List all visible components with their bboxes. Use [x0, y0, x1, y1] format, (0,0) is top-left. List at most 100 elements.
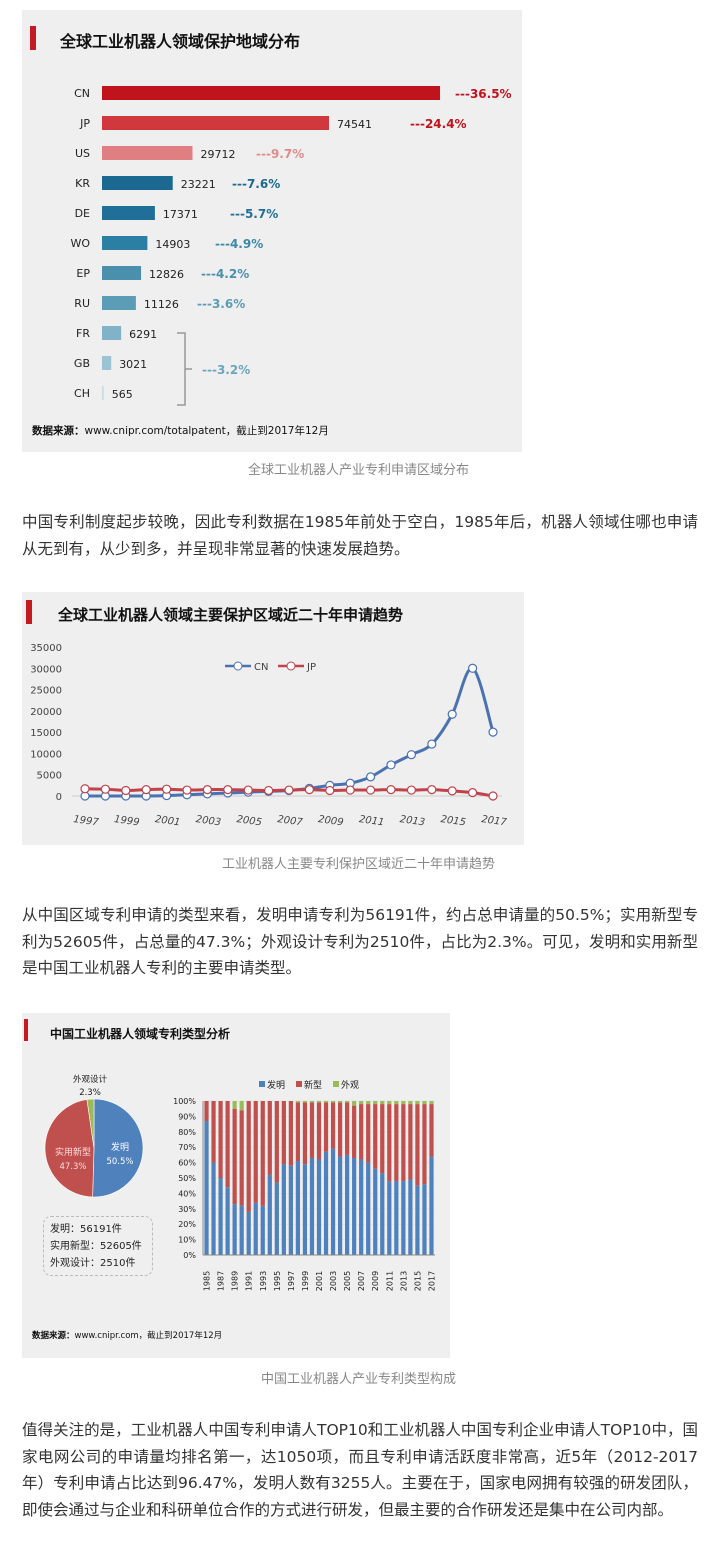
data-point-jp — [468, 787, 478, 798]
bar-segment-2017 — [429, 1104, 434, 1157]
y-tick-label: 5000 — [37, 771, 62, 782]
bar-segment-1990 — [239, 1110, 244, 1206]
bar-segment-1989 — [232, 1204, 237, 1255]
bar-segment-2001 — [316, 1101, 322, 1103]
y-tick-label: 0 — [56, 792, 62, 803]
bar-segment-2007 — [359, 1101, 364, 1105]
data-point-jp — [284, 785, 294, 795]
x-tick-label: 2005 — [343, 1271, 352, 1291]
x-tick-label: 1987 — [217, 1271, 226, 1291]
category-label: GB — [74, 357, 90, 370]
bar-segment-2005 — [345, 1154, 350, 1255]
bar-segment-2017 — [429, 1156, 434, 1255]
bar-segment-2014 — [408, 1179, 413, 1255]
y-tick-label: 30% — [178, 1205, 196, 1214]
y-tick-label: 10% — [178, 1236, 196, 1245]
bar-segment-2003 — [330, 1101, 336, 1103]
title-accent-bar — [26, 600, 32, 624]
bar-segment-1998 — [295, 1161, 301, 1255]
bar-segment-2007 — [359, 1159, 364, 1255]
x-tick-label: 2013 — [399, 814, 426, 828]
x-tick-label: 2015 — [413, 1271, 422, 1291]
legend-label: JP — [306, 662, 316, 673]
bar-segment-1990 — [239, 1205, 244, 1255]
bar-segment-2003 — [330, 1148, 336, 1255]
bar-segment-1998 — [295, 1101, 301, 1103]
bar-segment-2009 — [373, 1104, 378, 1169]
value-label: 17371 — [163, 208, 198, 221]
bar-us — [102, 146, 193, 160]
data-point-jp — [121, 785, 131, 796]
legend-swatch — [296, 1081, 302, 1087]
value-label: 3021 — [119, 358, 147, 371]
y-tick-label: 0% — [183, 1251, 196, 1260]
data-point-jp — [243, 785, 253, 795]
data-point-cn — [447, 709, 457, 719]
category-label: CN — [74, 87, 90, 100]
paragraph-2: 从中国区域专利申请的类型来看，发明申请专利为56191件，约占总申请量的50.5… — [22, 906, 698, 977]
x-tick-label: 2017 — [427, 1271, 436, 1291]
bar-segment-1991 — [246, 1211, 251, 1255]
pie-slice — [86, 1098, 95, 1149]
category-label: WO — [70, 237, 90, 250]
info-box: 发明：56191件 实用新型：52605件 外观设计：2510件 — [43, 1216, 153, 1276]
legend-label: CN — [254, 662, 268, 673]
category-label: RU — [74, 297, 90, 310]
x-tick-label: 2009 — [317, 814, 344, 828]
bar-segment-1989 — [232, 1101, 237, 1109]
x-tick-label: 2001 — [315, 1271, 324, 1291]
bar-segment-1987 — [218, 1178, 223, 1255]
group-percent-label: ---3.2% — [202, 363, 250, 377]
bar-segment-1991 — [246, 1101, 251, 1212]
category-label: CH — [74, 387, 90, 400]
y-tick-label: 70% — [178, 1143, 196, 1152]
bar-segment-2006 — [352, 1105, 357, 1158]
value-label: 11126 — [144, 298, 179, 311]
bar-ep — [102, 266, 142, 280]
bar-segment-2016 — [422, 1101, 427, 1105]
data-point-jp — [325, 785, 335, 796]
source-label: 数据来源： — [32, 1331, 75, 1341]
x-tick-label: 1991 — [245, 1271, 254, 1291]
bar-segment-2004 — [337, 1102, 343, 1157]
bar-segment-2007 — [359, 1104, 364, 1160]
bar-segment-1988 — [225, 1187, 230, 1255]
figure-trend: 全球工业机器人领域主要保护区域近二十年申请趋势 0 5000 10000 15000 2… — [22, 592, 524, 845]
info-utility: 实用新型：52605件 — [50, 1241, 142, 1252]
bar-segment-1997 — [288, 1101, 293, 1166]
bar-segment-1996 — [281, 1164, 286, 1255]
bar-segment-2006 — [352, 1157, 357, 1255]
y-tick-label: 20% — [178, 1220, 196, 1229]
legend-marker-jp — [286, 661, 296, 671]
data-point-cn — [366, 772, 376, 782]
bar-segment-2013 — [401, 1181, 406, 1255]
legend-swatch — [333, 1081, 339, 1087]
percent-label: ---5.7% — [230, 207, 278, 221]
bar-segment-2008 — [366, 1101, 371, 1105]
percent-label: ---9.7% — [256, 147, 304, 161]
figure3-source: 数据来源：www.cnipr.com，截止到2017年12月 — [32, 1329, 222, 1341]
bar-segment-2015 — [415, 1185, 420, 1255]
category-label: US — [75, 147, 90, 160]
figure2-caption: 工业机器人主要专利保护区域近二十年申请趋势 — [221, 857, 495, 872]
bar-segment-2001 — [316, 1102, 322, 1160]
paragraph-1: 中国专利制度起步较晚，因此专利数据在1985年前处于空白，1985年后，机器人领… — [22, 513, 698, 558]
bar-segment-2008 — [366, 1162, 371, 1255]
data-point-jp — [427, 785, 437, 795]
legend-label: 外观 — [341, 1079, 359, 1091]
figure2-title: 全球工业机器人领域主要保护区域近二十年申请趋势 — [58, 606, 404, 624]
percent-label: ---36.5% — [455, 87, 512, 101]
category-label: FR — [76, 327, 90, 340]
bar-segment-2005 — [345, 1101, 350, 1103]
bar-segment-2000 — [309, 1157, 315, 1255]
value-label: 12826 — [149, 268, 184, 281]
paragraph-3: 值得关注的是，工业机器人中国专利申请人TOP10和工业机器人中国专利企业申请人T… — [22, 1421, 698, 1519]
data-point-jp — [366, 785, 376, 795]
figure-region-distribution: 全球工业机器人领域保护地域分布 CN ---36.5% JP 74541 ---24.4… — [22, 10, 522, 452]
x-tick-label: 2003 — [195, 814, 222, 828]
percent-label: ---7.6% — [232, 177, 280, 191]
bar-segment-2015 — [415, 1104, 420, 1186]
bar-gb — [102, 356, 112, 370]
bar-segment-1996 — [281, 1101, 286, 1165]
data-point-jp — [202, 785, 212, 795]
